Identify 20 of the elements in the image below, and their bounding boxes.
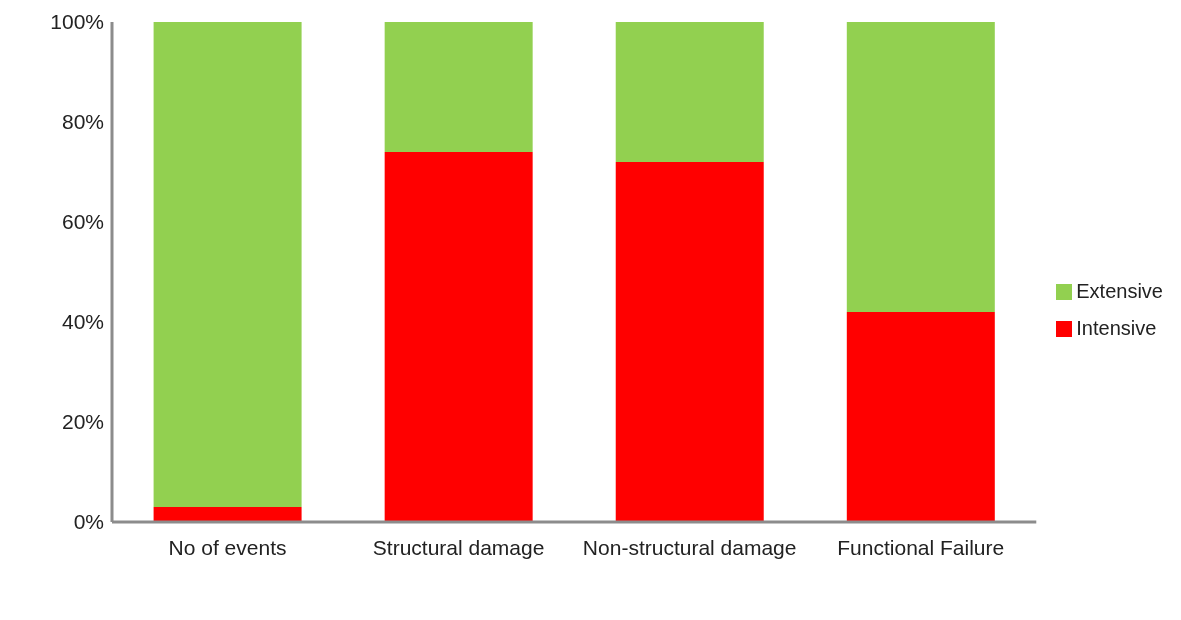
legend-label: Extensive xyxy=(1076,280,1163,303)
bar xyxy=(384,152,533,522)
x-tick-label: Non-structural damage xyxy=(582,535,797,559)
bar xyxy=(846,22,995,312)
bar xyxy=(615,162,764,522)
y-tick-label: 100% xyxy=(50,10,104,34)
bar xyxy=(846,312,995,522)
x-tick-label: Functional Failure xyxy=(837,535,1005,559)
y-tick-label: 60% xyxy=(61,210,104,234)
y-tick-label: 0% xyxy=(73,510,104,534)
y-tick-label: 40% xyxy=(61,310,104,334)
bar xyxy=(615,22,764,162)
bar xyxy=(153,22,302,507)
x-tick-label: No of events xyxy=(168,535,287,559)
x-tick-label: Structural damage xyxy=(372,535,545,559)
y-tick-label: 20% xyxy=(61,410,104,434)
bar xyxy=(384,22,533,152)
y-tick-label: 80% xyxy=(61,110,104,134)
legend-label: Intensive xyxy=(1076,317,1157,340)
bar xyxy=(153,507,302,522)
